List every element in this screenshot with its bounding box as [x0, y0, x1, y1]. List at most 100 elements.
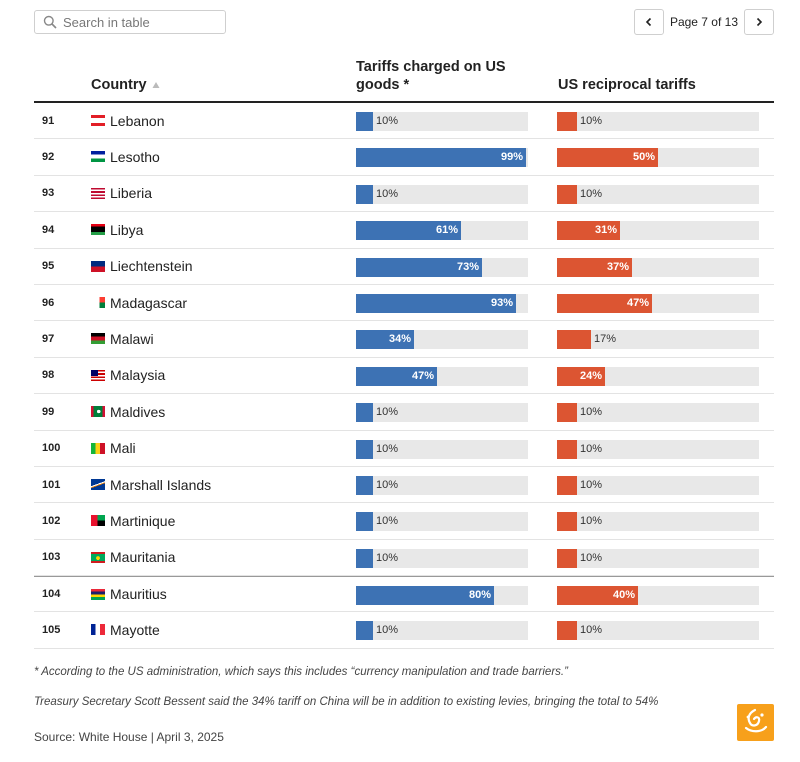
reciprocal-bar: [557, 221, 620, 241]
tariff-track: 10%: [356, 439, 528, 459]
tariff-label: 10%: [376, 115, 399, 127]
reciprocal-track: 10%: [557, 439, 759, 459]
flag-mauritania-icon: [91, 551, 105, 563]
reciprocal-bar: [557, 148, 658, 168]
reciprocal-label: 10%: [580, 115, 603, 127]
flag-liechtenstein-icon: [91, 260, 105, 272]
country-name: Lesotho: [110, 149, 160, 166]
tariff-bar: [356, 586, 494, 606]
row-rank: 93: [42, 187, 55, 200]
country-name: Mali: [110, 440, 136, 457]
table-row: 93 Liberia 10% 10%: [34, 176, 774, 213]
source-line: Source: White House | April 3, 2025: [34, 730, 224, 744]
prev-page-button[interactable]: [633, 9, 664, 35]
tariff-label: 34%: [388, 333, 411, 346]
reciprocal-bar: [557, 112, 577, 131]
tariff-track: 10%: [356, 621, 528, 641]
flag-malawi-icon: [91, 333, 105, 345]
reciprocal-track: 50%: [557, 148, 759, 168]
tariff-track: 10%: [356, 112, 528, 131]
reciprocal-track: 10%: [557, 403, 759, 423]
tariff-track: 93%: [356, 293, 528, 313]
pagination: Page 7 of 13: [633, 9, 774, 35]
column-header-country[interactable]: Country: [91, 76, 160, 94]
reciprocal-label: 50%: [632, 151, 655, 164]
reciprocal-bar: [557, 621, 577, 641]
search-box[interactable]: [34, 10, 226, 34]
country-name: Madagascar: [110, 294, 188, 311]
reciprocal-bar: [557, 184, 577, 204]
tariff-label: 73%: [456, 260, 479, 273]
row-rank: 95: [42, 260, 55, 273]
reciprocal-track: 10%: [557, 475, 759, 495]
reciprocal-track: 10%: [557, 512, 759, 532]
flag-mayotte-icon: [91, 624, 105, 636]
row-rank: 105: [42, 624, 61, 637]
table-row: 92 Lesotho 99% 50%: [34, 139, 774, 176]
sort-ascending-icon: [152, 81, 160, 89]
reciprocal-bar: [557, 439, 577, 459]
tariff-label: 47%: [411, 369, 434, 382]
tariff-track: 10%: [356, 475, 528, 495]
flag-maldives-icon: [91, 406, 105, 418]
tariff-bar: [356, 221, 461, 241]
tariff-bar: [356, 112, 373, 131]
column-header-country-label: Country: [91, 77, 147, 93]
flag-lesotho-icon: [91, 151, 105, 163]
tariff-bar: [356, 366, 437, 386]
table-row: 103 Mauritania 10% 10%: [34, 540, 774, 577]
column-header-tariffs[interactable]: Tariffs charged on US goods *: [356, 59, 506, 93]
country-name: Mayotte: [110, 622, 160, 639]
country-name: Maldives: [110, 403, 166, 420]
tariff-track: 34%: [356, 330, 528, 350]
country-name: Lebanon: [110, 112, 165, 129]
tariff-track: 99%: [356, 148, 528, 168]
tariff-track: 10%: [356, 403, 528, 423]
tariff-bar: [356, 403, 373, 423]
reciprocal-track: 40%: [557, 586, 759, 606]
reciprocal-track: 17%: [557, 330, 759, 350]
reciprocal-track: 47%: [557, 293, 759, 313]
search-input[interactable]: [63, 14, 223, 30]
table-body: 91 Lebanon 10% 10% 92 Lesotho 99% 50% 93 Liberia 1…: [34, 103, 774, 649]
reciprocal-track: 10%: [557, 621, 759, 641]
table-row: 102 Martinique 10% 10%: [34, 503, 774, 540]
table-row: 101 Marshall Islands 10% 10%: [34, 467, 774, 504]
footnote-bessent: Treasury Secretary Scott Bessent said th…: [34, 696, 659, 708]
tariff-track: 47%: [356, 366, 528, 386]
flag-madagascar-icon: [97, 296, 105, 308]
country-name: Martinique: [110, 512, 176, 529]
flag-mali-icon: [91, 442, 105, 454]
country-name: Liechtenstein: [110, 258, 193, 275]
reciprocal-label: 40%: [612, 589, 635, 602]
table-row: 95 Liechtenstein 73% 37%: [34, 249, 774, 285]
country-name: Mauritania: [110, 549, 176, 566]
row-rank: 98: [42, 369, 55, 382]
chevron-right-icon: [756, 17, 763, 27]
tariff-label: 10%: [376, 515, 399, 528]
table-header: Country Tariffs charged on US goods * US…: [34, 58, 774, 103]
tariff-label: 10%: [376, 442, 399, 455]
reciprocal-bar: [557, 257, 632, 277]
reciprocal-track: 31%: [557, 221, 759, 241]
flag-lebanon-icon: [91, 115, 105, 126]
column-header-reciprocal[interactable]: US reciprocal tariffs: [558, 77, 696, 93]
row-rank: 91: [42, 114, 55, 127]
tariff-bar: [356, 257, 482, 277]
flag-mauritius-icon: [91, 589, 105, 601]
tariff-track: 80%: [356, 586, 528, 606]
footnote-currency: * According to the US administration, wh…: [34, 666, 568, 678]
next-page-button[interactable]: [744, 9, 774, 35]
tariff-label: 10%: [376, 551, 399, 564]
reciprocal-bar: [557, 512, 577, 532]
reciprocal-label: 10%: [580, 187, 603, 200]
reciprocal-track: 37%: [557, 257, 759, 277]
reciprocal-track: 24%: [557, 366, 759, 386]
tariff-bar: [356, 184, 373, 204]
reciprocal-bar: [557, 403, 577, 423]
reciprocal-label: 31%: [594, 224, 617, 237]
reciprocal-label: 10%: [580, 551, 603, 564]
chevron-left-icon: [645, 17, 652, 27]
country-name: Malaysia: [110, 367, 166, 384]
table-row: 104 Mauritius 80% 40%: [34, 576, 774, 613]
